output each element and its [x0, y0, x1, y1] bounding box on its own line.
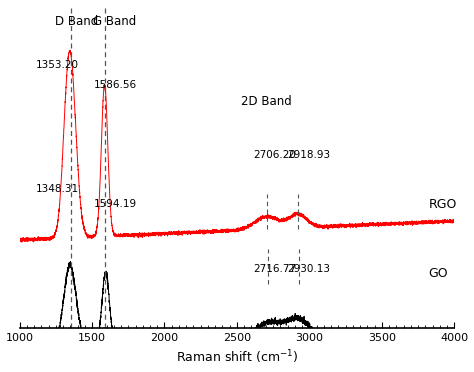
Text: 1586.56: 1586.56: [93, 80, 137, 90]
Text: 1594.19: 1594.19: [93, 199, 137, 209]
Text: G Band: G Band: [93, 16, 136, 29]
Text: 2918.93: 2918.93: [287, 150, 330, 160]
Text: 2716.77: 2716.77: [253, 264, 296, 274]
Text: GO: GO: [428, 267, 448, 280]
Text: 2706.20: 2706.20: [253, 150, 296, 160]
Text: 1353.20: 1353.20: [36, 60, 79, 70]
X-axis label: Raman shift (cm$^{-1}$): Raman shift (cm$^{-1}$): [176, 349, 298, 366]
Text: 2930.13: 2930.13: [287, 264, 330, 274]
Text: 1348.31: 1348.31: [36, 185, 79, 195]
Text: D Band: D Band: [55, 16, 98, 29]
Text: RGO: RGO: [428, 198, 456, 211]
Text: 2D Band: 2D Band: [241, 95, 292, 108]
